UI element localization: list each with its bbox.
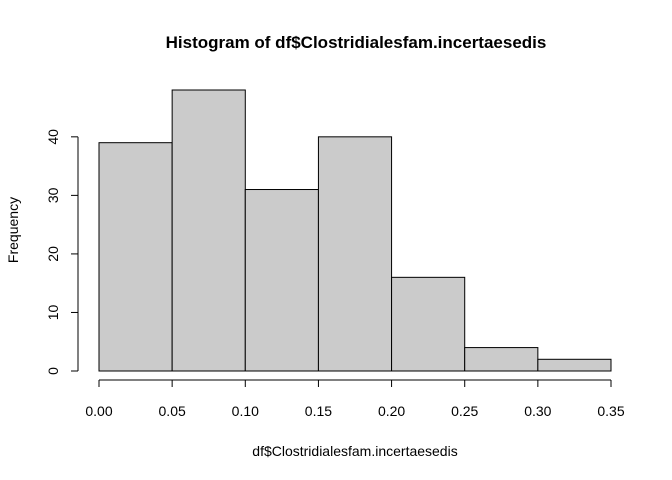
x-axis: 0.00 0.05 0.10 0.15 0.20 0.25 0.30 0.35 (85, 379, 625, 419)
chart-title: Histogram of df$Clostridialesfam.incerta… (166, 33, 547, 52)
x-tick-label-8: 0.35 (597, 403, 624, 419)
x-tick-label-3: 0.10 (232, 403, 259, 419)
x-tick-label-6: 0.25 (451, 403, 478, 419)
x-tick-label-4: 0.15 (305, 403, 332, 419)
y-axis-title: Frequency (5, 197, 21, 263)
x-axis-title: df$Clostridialesfam.incertaesedis (252, 443, 457, 459)
x-tick-label-7: 0.30 (524, 403, 551, 419)
histogram-bar-5 (391, 276, 466, 372)
y-tick-label-1: 0 (45, 367, 61, 375)
x-tick-label-2: 0.05 (159, 403, 186, 419)
histogram-bar-4 (317, 136, 393, 372)
y-tick-label-5: 40 (45, 129, 61, 145)
histogram-bar-6 (464, 347, 539, 372)
histogram-bar-7 (537, 358, 612, 372)
y-tick-label-2: 10 (45, 304, 61, 320)
y-axis: 0 10 20 30 40 (45, 129, 79, 375)
y-tick-label-3: 20 (45, 246, 61, 262)
histogram-bar-1 (98, 142, 173, 372)
histogram-bar-2 (171, 89, 246, 372)
x-tick-label-1: 0.00 (85, 403, 112, 419)
bars-group (98, 89, 612, 372)
y-tick-label-4: 30 (45, 187, 61, 203)
x-tick-label-5: 0.20 (378, 403, 405, 419)
histogram-bar-3 (244, 189, 319, 372)
